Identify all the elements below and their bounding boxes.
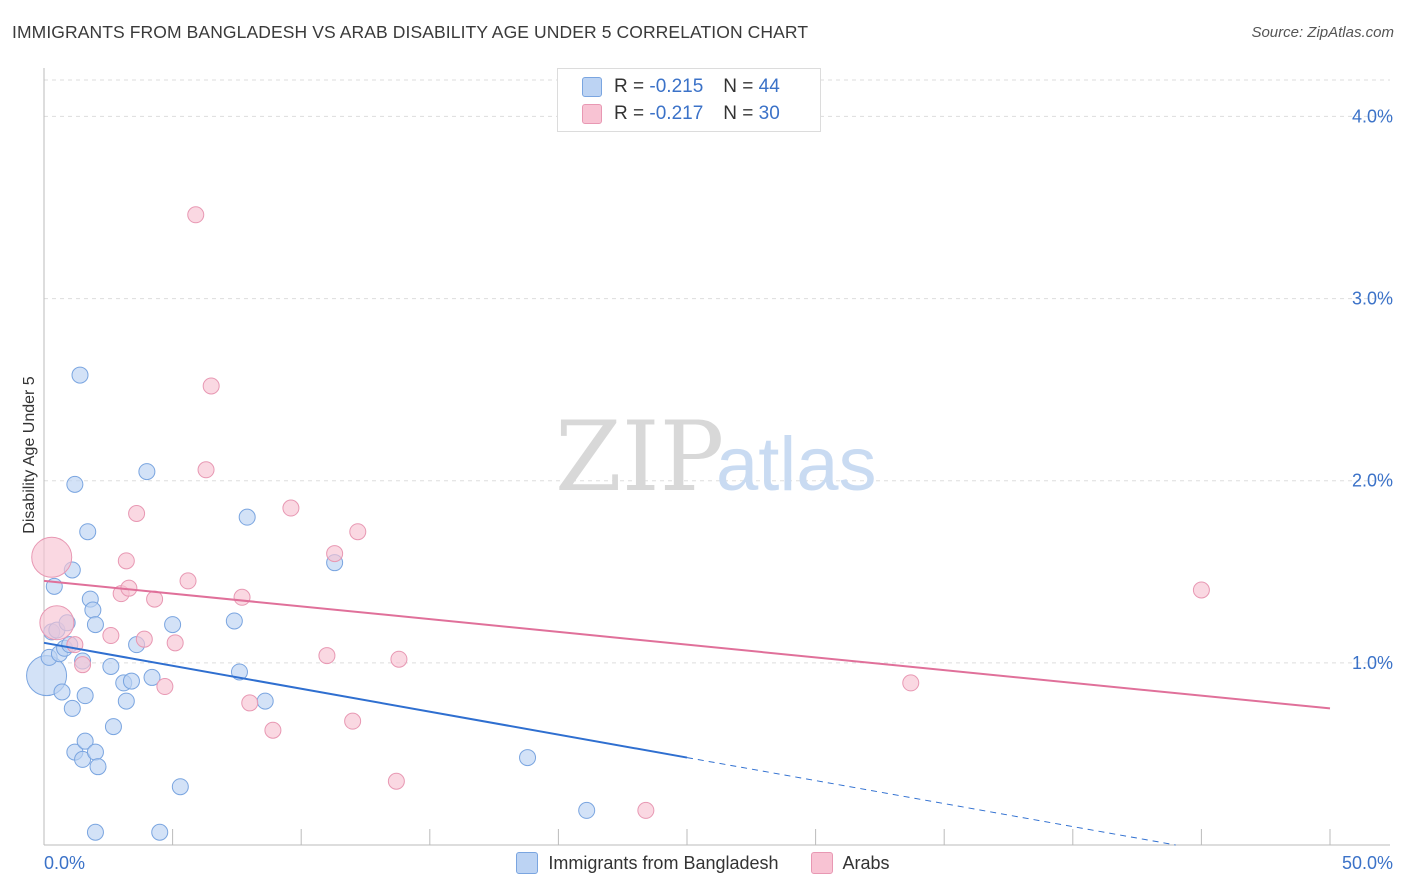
r-value: -0.215: [649, 76, 704, 97]
arab-point: [318, 647, 336, 665]
y-tick-label: 2.0%: [1352, 471, 1393, 491]
arabs-swatch: [582, 104, 602, 124]
arab-point: [117, 552, 135, 570]
bangladesh-trend-line: [43, 641, 688, 759]
arab-point: [326, 545, 344, 563]
arab-point: [74, 656, 92, 674]
r-label: R =: [614, 76, 645, 97]
bangladesh-point: [74, 750, 92, 768]
arab-point: [349, 523, 367, 541]
arab-point: [187, 206, 205, 224]
bangladesh-point: [225, 612, 243, 630]
bangladesh-point: [519, 749, 537, 767]
arab-point: [31, 536, 73, 578]
arab-point: [387, 772, 405, 790]
arab-point: [135, 630, 153, 648]
stats-row-bangladesh: R = -0.215 N = 44: [582, 74, 780, 100]
bangladesh-point: [171, 778, 189, 796]
arab-trend-line: [43, 579, 1331, 710]
arab-point: [39, 605, 75, 641]
bangladesh-point: [71, 366, 89, 384]
y-tick-label: 3.0%: [1352, 289, 1393, 309]
y-tick-label: 1.0%: [1352, 653, 1393, 673]
arab-point: [197, 461, 215, 479]
arab-point: [146, 590, 164, 608]
legend-item-bangladesh[interactable]: Immigrants from Bangladesh: [516, 852, 779, 874]
stats-legend: R = -0.215 N = 44 R = -0.217 N = 30: [557, 68, 821, 132]
points-layer: [26, 206, 1210, 841]
n-value: 30: [758, 103, 780, 124]
arab-point: [1192, 581, 1210, 599]
bangladesh-point: [53, 683, 71, 701]
bangladesh-point: [86, 616, 104, 634]
bangladesh-point: [143, 668, 161, 686]
arab-point: [344, 712, 362, 730]
r-value: -0.217: [649, 103, 704, 124]
bangladesh-point: [122, 672, 140, 690]
arab-point: [166, 634, 184, 652]
watermark-atlas: atlas: [716, 422, 877, 507]
bangladesh-trend-extension: [686, 757, 1176, 846]
r-label: R =: [614, 103, 645, 124]
bangladesh-point: [578, 801, 596, 819]
arab-point: [264, 721, 282, 739]
legend-label: Immigrants from Bangladesh: [548, 852, 779, 873]
x-tick-label: 50.0%: [1342, 853, 1393, 873]
bangladesh-point: [66, 475, 84, 493]
arab-point: [179, 572, 197, 590]
arab-point: [102, 627, 120, 645]
bangladesh-point: [79, 523, 97, 541]
stats-row-arabs: R = -0.217 N = 30: [582, 101, 780, 127]
arab-point: [902, 674, 920, 692]
bangladesh-swatch: [516, 852, 539, 874]
bangladesh-point: [102, 658, 120, 675]
n-value: 44: [758, 76, 780, 97]
arab-point: [202, 377, 220, 395]
bangladesh-point: [138, 463, 156, 481]
arab-point: [241, 694, 259, 712]
bangladesh-point: [151, 823, 169, 841]
tick-labels: 1.0% 2.0% 3.0% 4.0% 0.0% 50.0%: [44, 106, 1393, 873]
grid-layer: [44, 79, 1390, 664]
source-label: Source: ZipAtlas.com: [1251, 24, 1394, 41]
arab-point: [637, 801, 655, 819]
bangladesh-point: [63, 699, 81, 717]
bangladesh-point: [76, 687, 94, 705]
legend-item-arabs[interactable]: Arabs: [810, 852, 890, 874]
y-tick-label: 4.0%: [1352, 106, 1393, 126]
n-label: N =: [723, 103, 754, 124]
arab-point: [282, 499, 300, 517]
bangladesh-point: [256, 692, 274, 710]
watermark-zip: ZIP: [555, 401, 724, 513]
bangladesh-point: [238, 508, 256, 526]
arab-point: [128, 505, 146, 522]
bangladesh-point: [164, 616, 182, 634]
chart-title: IMMIGRANTS FROM BANGLADESH VS ARAB DISAB…: [12, 22, 809, 42]
series-legend: Immigrants from Bangladesh Arabs: [0, 852, 1406, 874]
bangladesh-point: [117, 692, 135, 710]
arab-point: [156, 678, 174, 696]
n-label: N =: [723, 76, 754, 97]
bangladesh-point: [89, 758, 107, 776]
legend-label: Arabs: [842, 852, 890, 873]
arabs-swatch: [810, 852, 833, 874]
bangladesh-point: [84, 601, 102, 619]
bangladesh-point: [104, 718, 122, 736]
axis-layer: [43, 68, 1390, 846]
bangladesh-point: [86, 743, 104, 761]
bangladesh-point: [76, 732, 94, 750]
arab-point: [390, 650, 408, 668]
x-tick-label: 0.0%: [44, 853, 85, 873]
trend-layer: [43, 579, 1331, 846]
bangladesh-point: [230, 663, 248, 681]
watermark: ZIP atlas: [555, 401, 877, 513]
bangladesh-swatch: [582, 77, 602, 97]
bangladesh-point: [86, 823, 104, 841]
y-axis-label: Disability Age Under 5: [21, 376, 38, 534]
arab-point: [233, 588, 251, 606]
